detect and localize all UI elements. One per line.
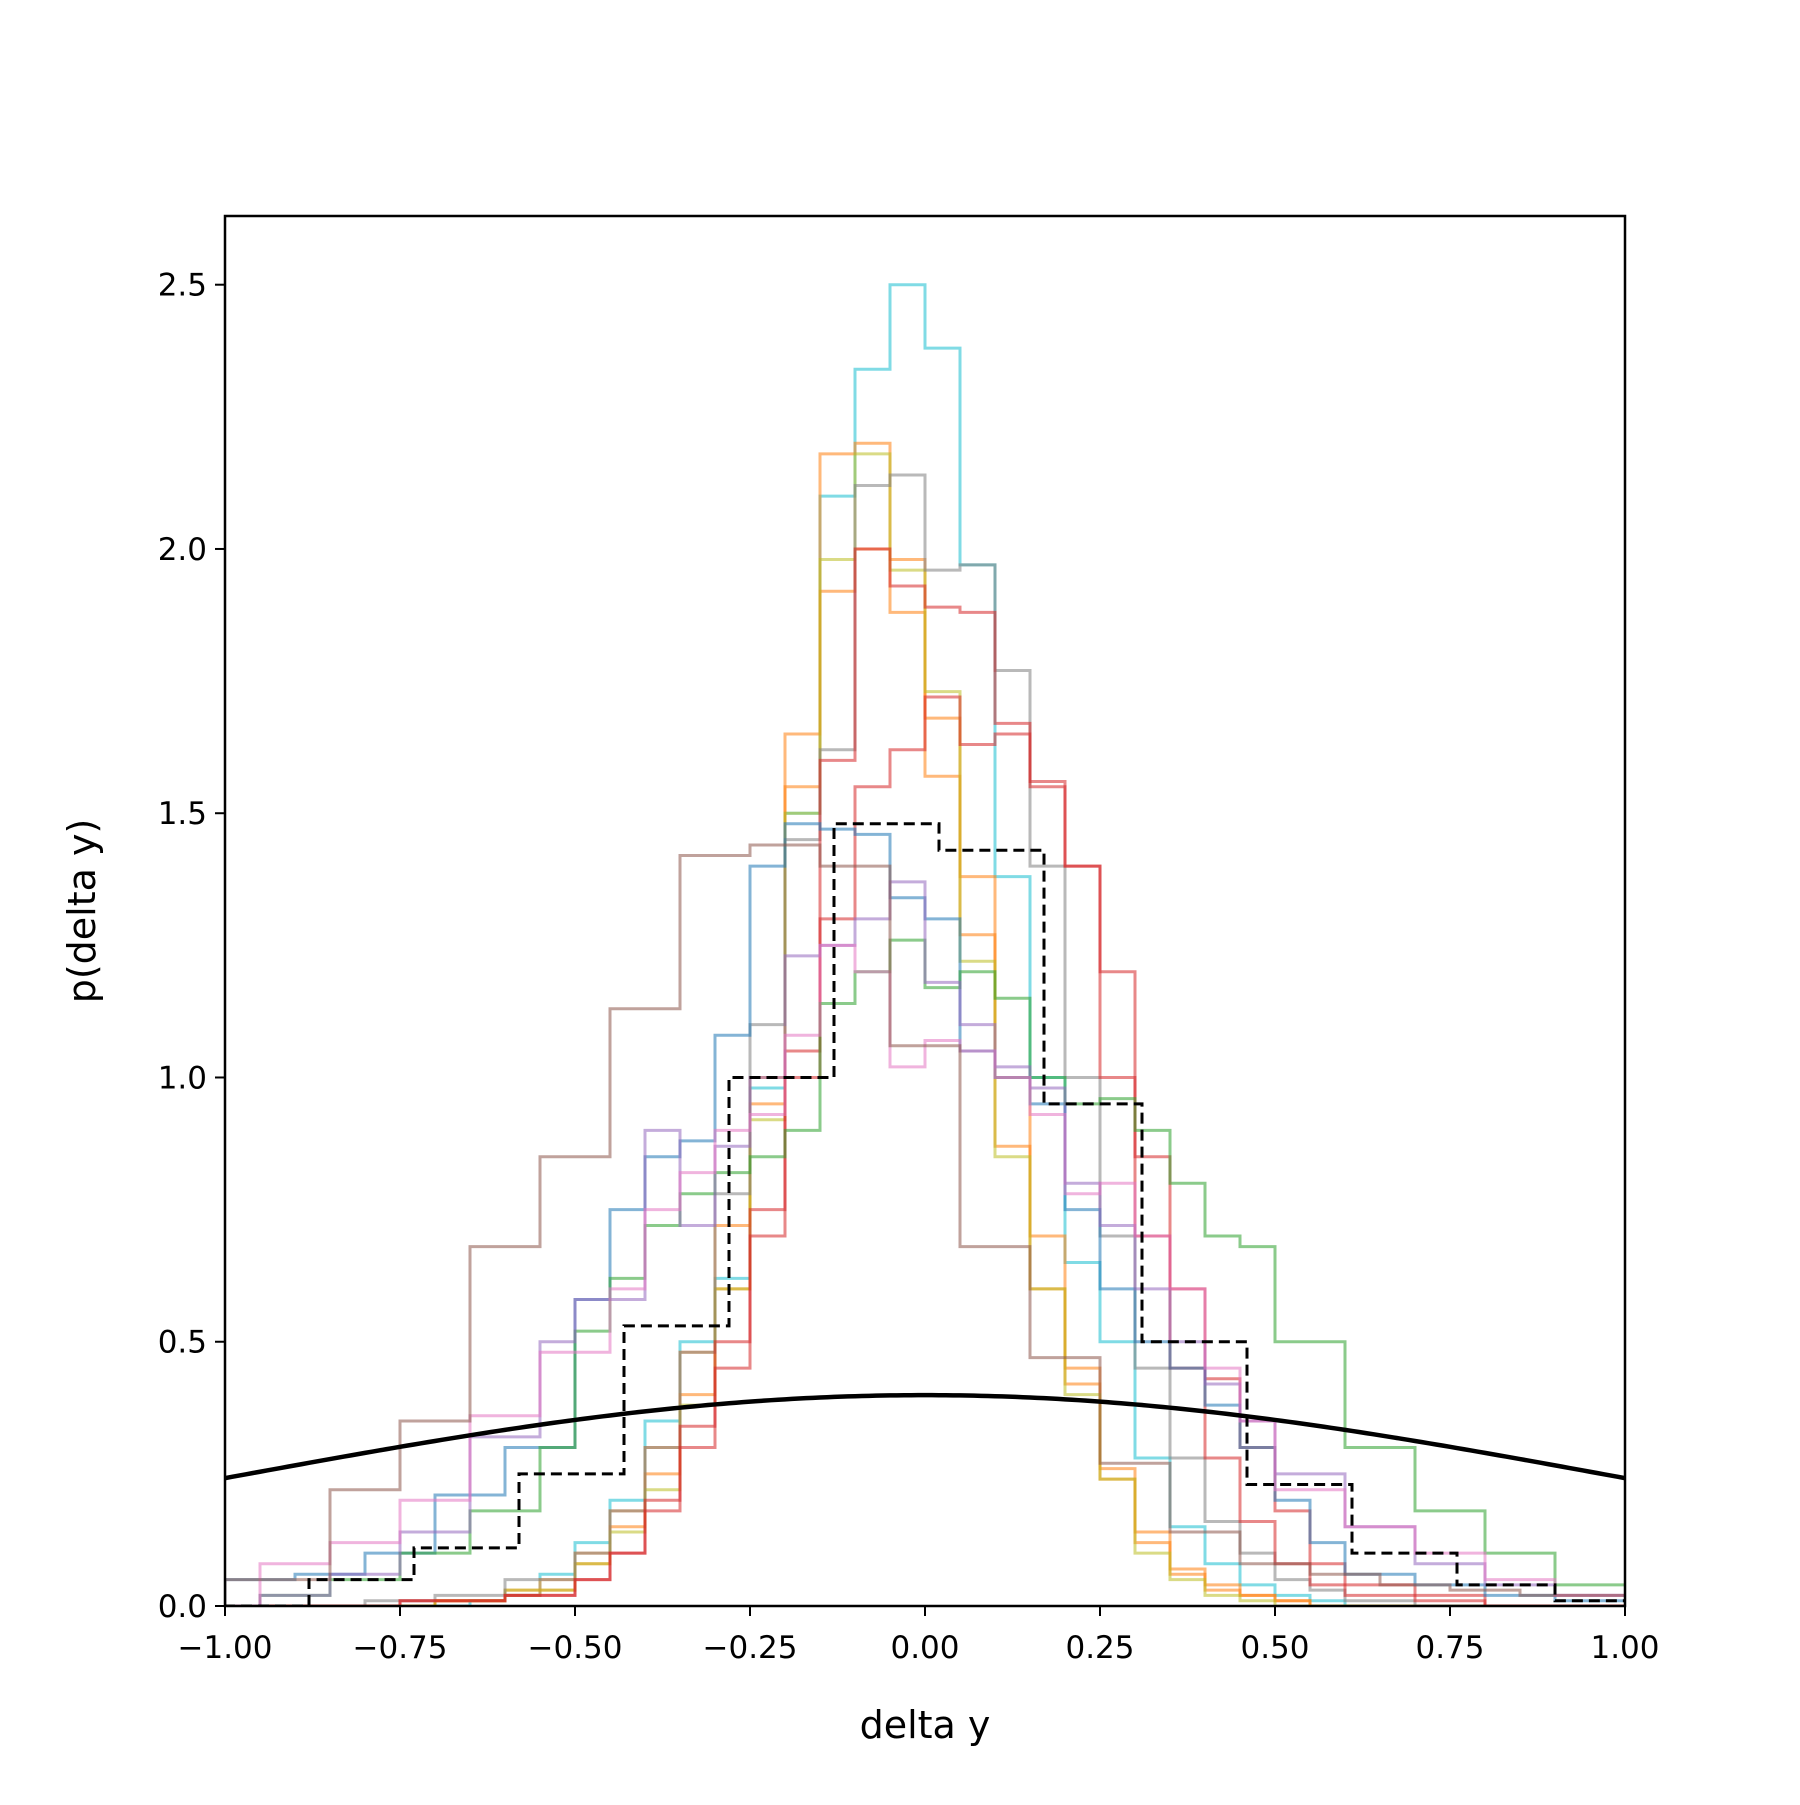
gaussian-reference-curve	[225, 1392, 1625, 1481]
x-tick-label: −0.25	[703, 1630, 798, 1666]
x-tick-label: 0.75	[1415, 1630, 1484, 1666]
y-axis-title: p(delta y)	[60, 819, 104, 1004]
reference-histogram-dashed	[225, 822, 1625, 1606]
histogram-series-group	[225, 283, 1625, 1606]
x-tick-label: −0.75	[353, 1630, 448, 1666]
axes-group: −1.00 −0.75 −0.50 −0.25 0.00 0.25 0.50 0.75 1.00…	[158, 214, 1660, 1666]
x-tick-label: −0.50	[528, 1630, 623, 1666]
histogram-series-12	[225, 843, 1625, 1606]
y-tick-label: 2.0	[158, 532, 207, 568]
x-tick-label: 1.00	[1590, 1630, 1659, 1666]
x-tick-label: 0.25	[1065, 1630, 1134, 1666]
y-tick-label: 1.5	[158, 796, 207, 832]
x-tick-label: 0.00	[890, 1630, 959, 1666]
y-tick-label: 0.5	[158, 1325, 207, 1361]
x-tick-label: −1.00	[178, 1630, 273, 1666]
histogram-series-5	[225, 473, 1625, 1606]
x-axis-title: delta y	[860, 1703, 991, 1747]
histogram-series-1	[225, 283, 1625, 1606]
y-tick-label: 0.0	[158, 1589, 207, 1625]
x-tick-label: 0.50	[1240, 1630, 1309, 1666]
histogram-series-11	[225, 943, 1625, 1606]
y-tick-label: 2.5	[158, 268, 207, 304]
y-tick-label: 1.0	[158, 1060, 207, 1096]
